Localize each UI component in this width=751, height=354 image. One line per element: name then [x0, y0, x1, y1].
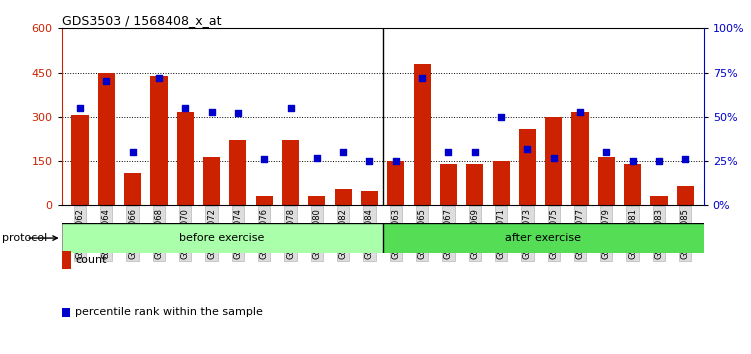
Point — [101, 79, 113, 84]
Bar — [98, 73, 115, 205]
Point — [206, 109, 218, 114]
Point — [337, 149, 349, 155]
Bar — [203, 156, 220, 205]
Point — [600, 149, 612, 155]
Text: protocol: protocol — [2, 233, 47, 243]
Point — [363, 158, 376, 164]
Point — [285, 105, 297, 111]
Bar — [650, 196, 668, 205]
Bar — [388, 161, 404, 205]
Bar — [335, 189, 351, 205]
Bar — [624, 164, 641, 205]
Text: GDS3503 / 1568408_x_at: GDS3503 / 1568408_x_at — [62, 14, 221, 27]
Point — [258, 156, 270, 162]
Point — [179, 105, 192, 111]
Bar — [62, 223, 383, 253]
Point — [232, 110, 244, 116]
Bar — [229, 141, 246, 205]
Point — [495, 114, 507, 120]
Bar — [176, 113, 194, 205]
Bar — [361, 190, 378, 205]
Bar — [677, 186, 694, 205]
Bar — [71, 115, 89, 205]
Point — [153, 75, 165, 81]
Point — [127, 149, 139, 155]
Bar — [440, 164, 457, 205]
Bar — [255, 196, 273, 205]
Point — [547, 155, 559, 160]
Bar — [493, 161, 510, 205]
Point — [574, 109, 586, 114]
Point — [469, 149, 481, 155]
Point — [311, 155, 323, 160]
Point — [521, 146, 533, 152]
Text: after exercise: after exercise — [505, 233, 581, 243]
Bar — [309, 196, 325, 205]
Point — [679, 156, 691, 162]
Bar — [282, 141, 299, 205]
Text: count: count — [75, 255, 107, 265]
Bar — [124, 173, 141, 205]
Point — [416, 75, 428, 81]
Point — [390, 158, 402, 164]
Text: before exercise: before exercise — [179, 233, 265, 243]
Text: percentile rank within the sample: percentile rank within the sample — [75, 307, 263, 317]
Bar — [150, 75, 167, 205]
Bar — [519, 129, 536, 205]
Point — [653, 158, 665, 164]
Bar — [414, 64, 430, 205]
Bar — [466, 164, 484, 205]
Point — [442, 149, 454, 155]
Bar — [598, 156, 615, 205]
Bar — [545, 117, 562, 205]
Bar — [572, 113, 589, 205]
Bar — [383, 223, 704, 253]
Point — [626, 158, 638, 164]
Point — [74, 105, 86, 111]
